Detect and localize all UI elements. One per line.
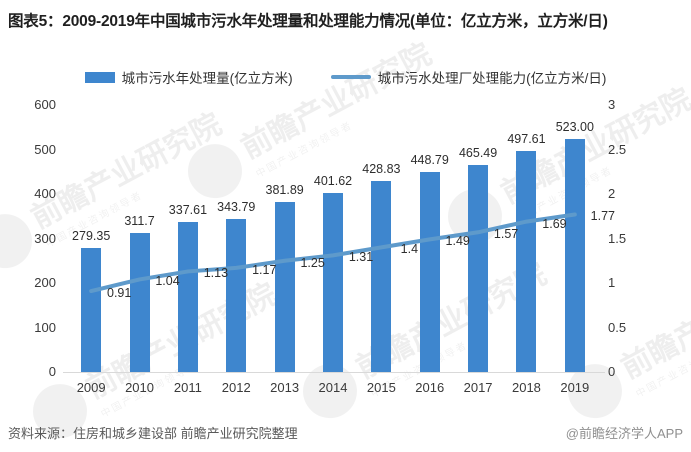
line-value-label: 1.69 [542, 216, 567, 231]
line-series [89, 212, 577, 294]
bar-2018 [516, 150, 537, 372]
y-left-tick: 300 [34, 230, 56, 246]
bar-value-label: 279.35 [72, 228, 111, 243]
x-axis-label-2017: 2017 [463, 380, 493, 395]
y-left-tick: 500 [34, 141, 56, 157]
y-right-tick: 1 [608, 275, 616, 290]
legend: 城市污水年处理量(亿立方米) 城市污水处理厂处理能力(亿立方米/日) [0, 67, 691, 87]
bar-2009 [81, 247, 102, 372]
x-axis-label-2012: 2012 [221, 380, 251, 395]
bar-value-label: 465.49 [458, 145, 498, 160]
y-right-tick: 0.5 [608, 319, 627, 335]
x-axis-label-2018: 2018 [511, 380, 541, 395]
bar-value-label: 337.61 [168, 202, 208, 217]
line-value-label: 1.31 [348, 250, 374, 265]
line-value-label: 1.49 [445, 234, 470, 249]
bar-value-label: 497.61 [507, 131, 546, 146]
legend-line-label: 城市污水处理厂处理能力(亿立方米/日) [377, 71, 607, 86]
y-left-tick: 100 [34, 319, 56, 335]
x-axis-label-2014: 2014 [318, 380, 348, 395]
legend-item-bar-series: 城市污水年处理量(亿立方米) [84, 67, 293, 87]
x-axis-label-2016: 2016 [415, 380, 445, 395]
x-axis-label-2011: 2011 [173, 380, 202, 395]
bar-2014 [323, 193, 343, 372]
bar-value-label: 523.00 [555, 120, 594, 135]
y-right-tick: 0 [608, 364, 616, 379]
legend-bar-label: 城市污水年处理量(亿立方米) [121, 71, 293, 86]
bar-value-label: 428.83 [362, 162, 401, 177]
bar-value-label: 311.7 [124, 214, 155, 229]
line-value-label: 0.91 [107, 286, 132, 300]
bar-value-label: 343.79 [217, 200, 256, 214]
line-value-label: 1.57 [493, 227, 519, 242]
bar-2016 [419, 172, 440, 372]
line-value-label: 1.4 [400, 242, 419, 257]
y-left-tick: 600 [34, 97, 56, 112]
bar-2012 [226, 219, 247, 372]
bar-2010 [129, 233, 150, 372]
line-value-label: 1.77 [590, 209, 615, 224]
y-left-tick: 200 [34, 275, 56, 290]
bar-value-label: 448.79 [410, 153, 449, 168]
y-left-tick: 0 [48, 364, 56, 379]
line-value-label: 1.25 [300, 255, 325, 270]
plot-area: 279.35 311.7 337.61 343.79 381.89 401.62 428.8… [67, 105, 615, 372]
x-axis-label-2009: 2009 [76, 380, 106, 395]
bar-2019 [564, 139, 585, 372]
y-right-tick: 2 [608, 186, 616, 201]
x-axis-label-2010: 2010 [125, 380, 154, 395]
legend-item-line-series: 城市污水处理厂处理能力(亿立方米/日) [330, 67, 607, 87]
bar-2015 [371, 181, 392, 372]
bar-2011 [177, 221, 198, 372]
bar-value-label: 381.89 [265, 183, 304, 198]
y-right-tick: 1.5 [608, 230, 627, 246]
line-series-swatch [330, 75, 371, 79]
bar-value-label: 401.62 [313, 174, 353, 189]
x-axis-line [63, 372, 605, 373]
x-axis-label-2015: 2015 [366, 380, 396, 395]
y-left-tick: 400 [34, 186, 56, 201]
x-axis-label-2019: 2019 [560, 380, 590, 395]
bar-2017 [468, 164, 489, 372]
bar-series-swatch [84, 71, 115, 83]
y-right-tick: 3 [608, 97, 616, 112]
line-value-label: 1.04 [155, 274, 180, 289]
chart-title: 图表5：2009-2019年中国城市污水年处理量和处理能力情况(单位：亿立方米，… [8, 13, 608, 30]
bar-2013 [274, 202, 295, 372]
source-note: 资料来源：住房和城乡建设部 前瞻产业研究院整理 [8, 426, 298, 441]
x-axis-label-2013: 2013 [270, 380, 300, 395]
credit-note: @前瞻经济学人APP [565, 426, 683, 441]
line-value-label: 1.13 [203, 266, 229, 281]
y-right-tick: 2.5 [608, 141, 627, 157]
line-value-label: 1.17 [252, 262, 277, 277]
